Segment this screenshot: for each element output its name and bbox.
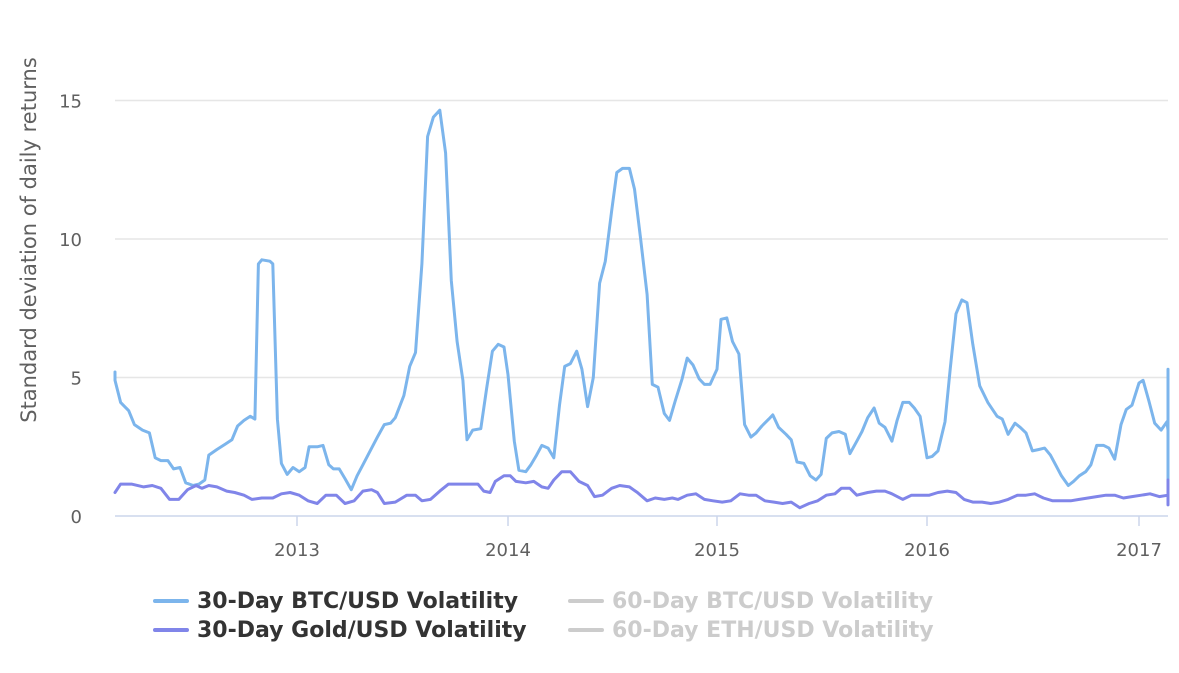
legend-item-3[interactable]: 60-Day ETH/USD Volatility: [568, 618, 934, 643]
legend-label: 60-Day ETH/USD Volatility: [612, 618, 934, 643]
legend-item-2[interactable]: 60-Day BTC/USD Volatility: [568, 589, 933, 614]
legend-item-1[interactable]: 30-Day Gold/USD Volatility: [153, 618, 527, 643]
x-tick-label: 2016: [904, 540, 950, 561]
y-tick-label: 5: [71, 369, 82, 390]
legend-item-0[interactable]: 30-Day BTC/USD Volatility: [153, 589, 518, 614]
x-tick-label: 2014: [485, 540, 531, 561]
y-tick-label: 10: [59, 230, 82, 251]
series-lines: [113, 108, 1170, 510]
legend-label: 30-Day Gold/USD Volatility: [197, 618, 527, 643]
legend: 30-Day BTC/USD Volatility 30-Day Gold/USD…: [153, 589, 934, 643]
y-tick-label: 15: [59, 92, 82, 113]
x-tick-label: 2017: [1116, 540, 1162, 561]
legend-label: 60-Day BTC/USD Volatility: [612, 589, 933, 614]
x-axis: 2013 2014 2015 2016 2017: [115, 515, 1168, 561]
y-tick-label: 0: [71, 507, 82, 528]
y-axis-ticks: 0 5 10 15: [59, 92, 82, 529]
x-tick-label: 2015: [694, 540, 740, 561]
series-line-0: [113, 108, 1170, 500]
series-line-1: [113, 470, 1170, 510]
x-tick-label: 2013: [274, 540, 320, 561]
y-axis-label: Standard deviation of daily returns: [17, 57, 41, 423]
legend-label: 30-Day BTC/USD Volatility: [197, 589, 518, 614]
